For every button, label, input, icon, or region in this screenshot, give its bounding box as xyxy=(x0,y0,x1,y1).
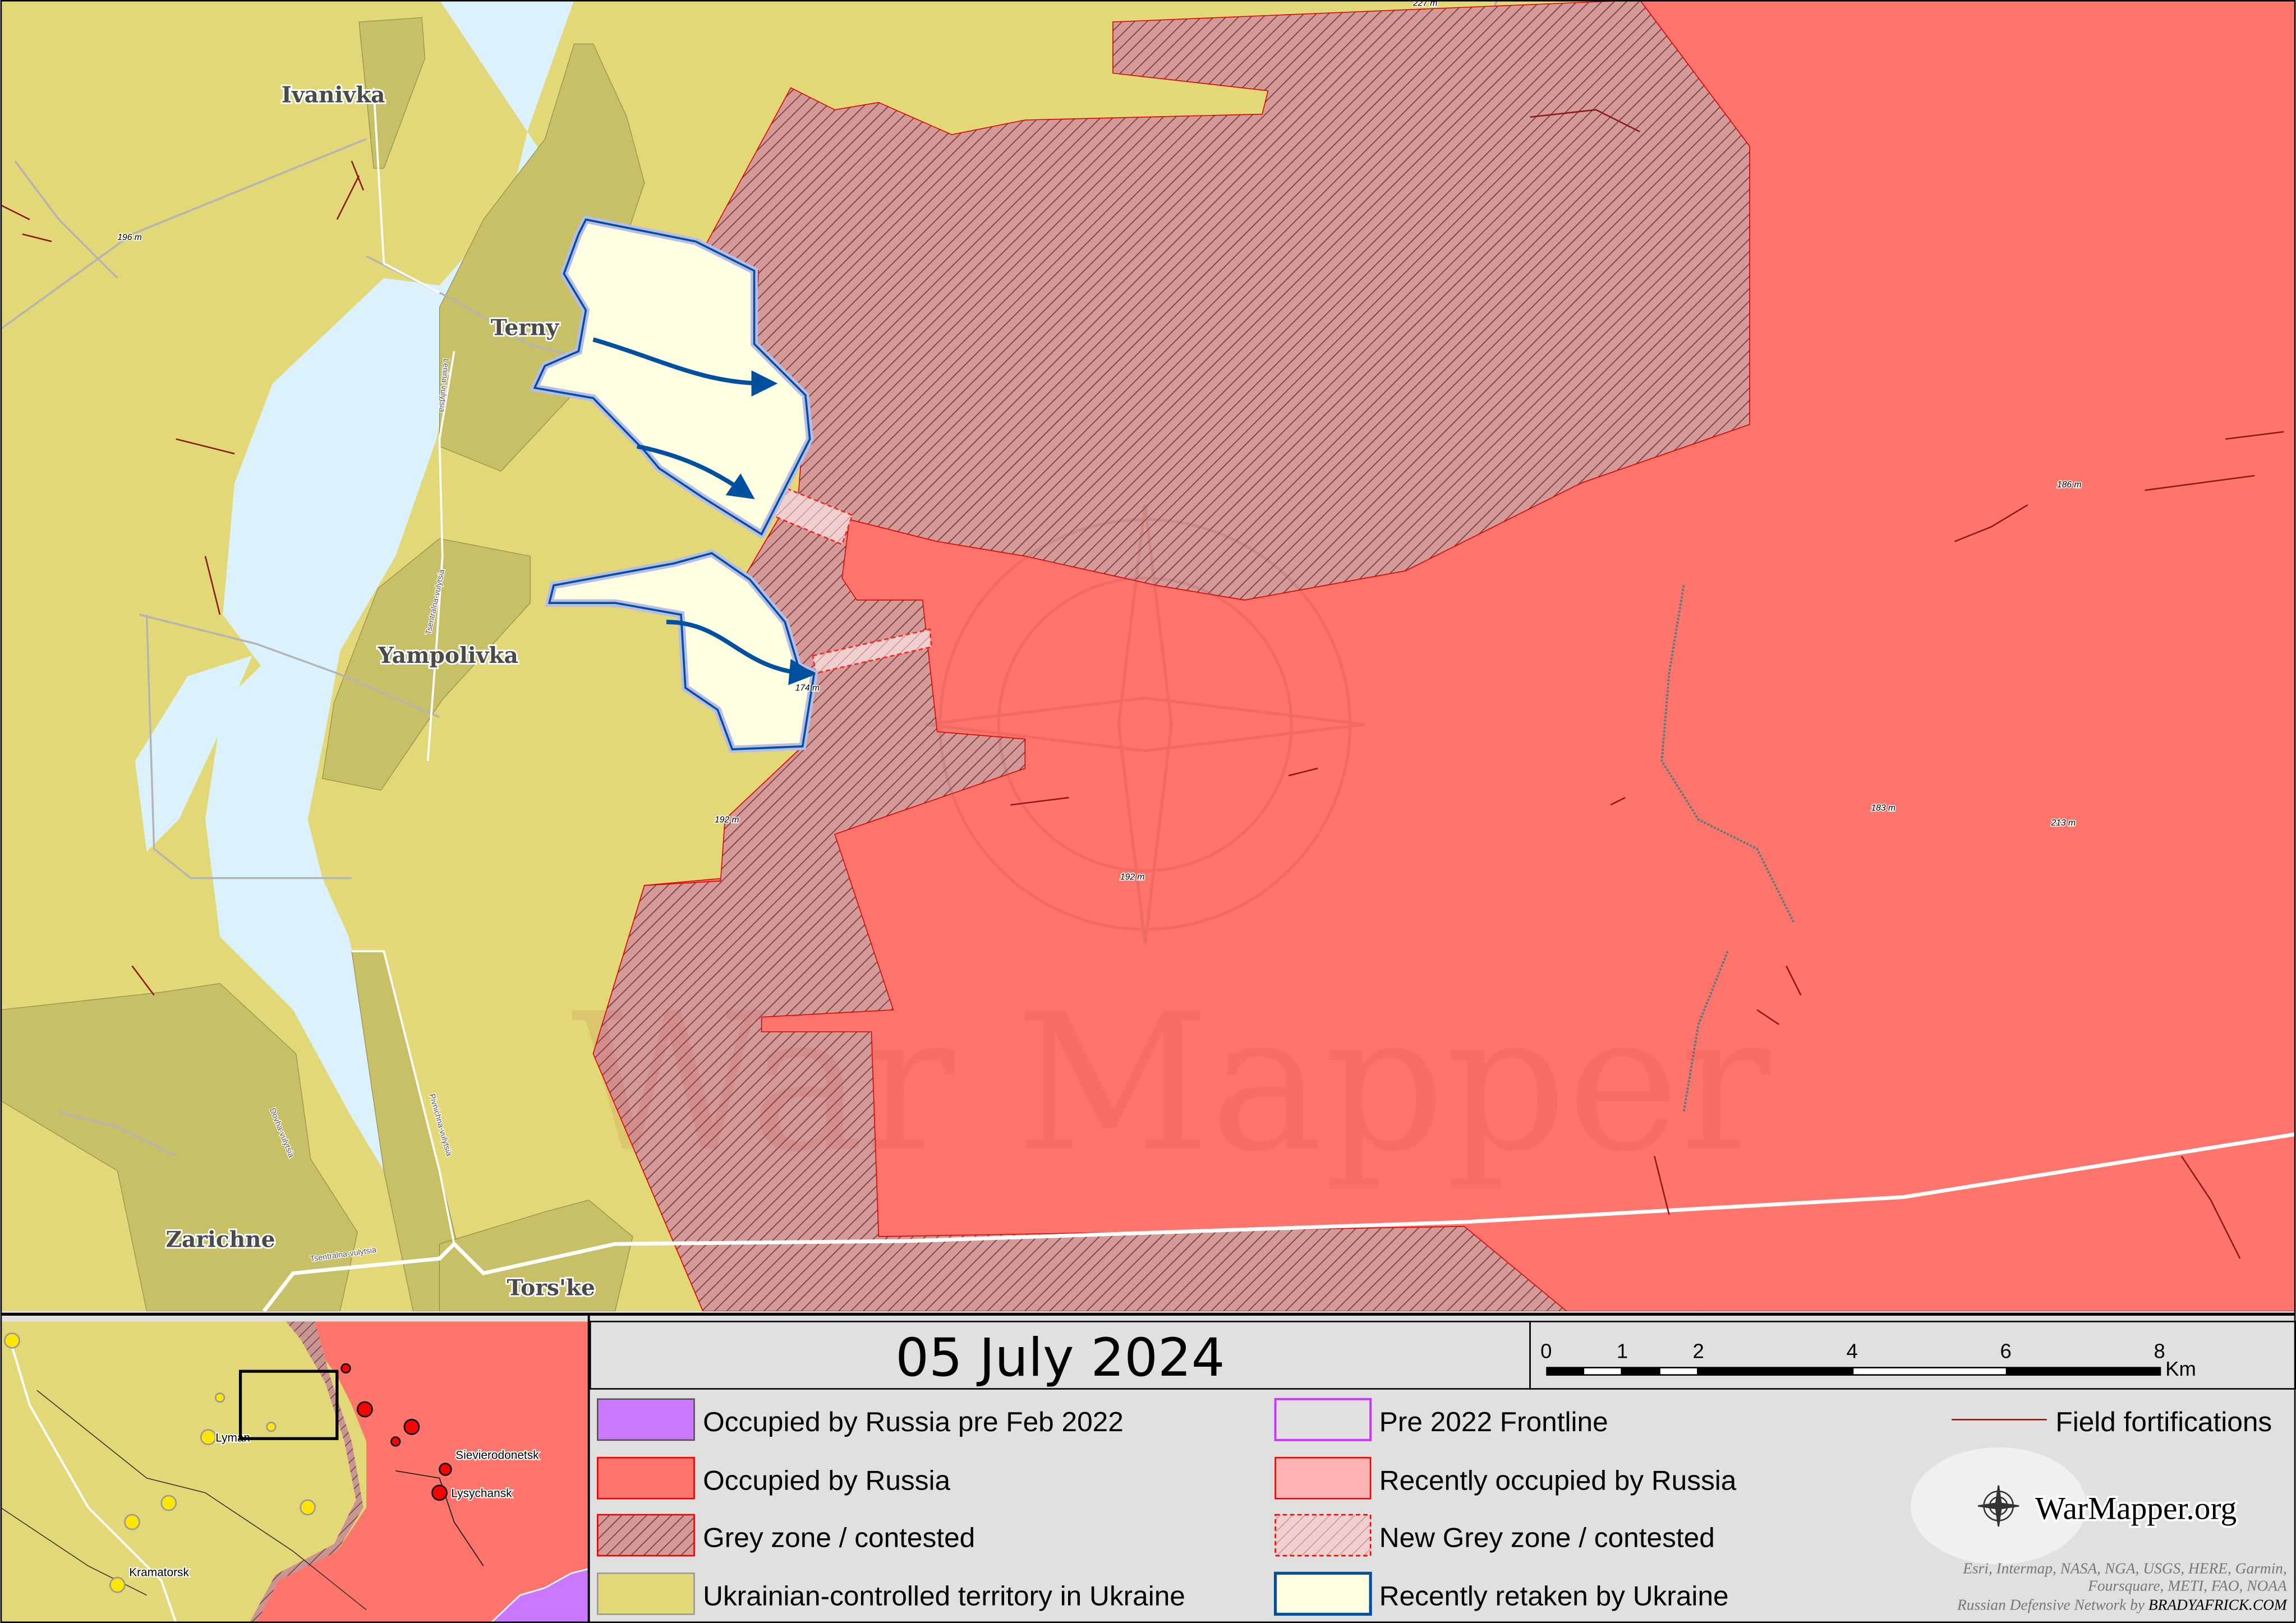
watermark-text: War Mapper xyxy=(571,973,1772,1195)
elevation-label: 196 m xyxy=(117,233,141,242)
svg-text:Recently occupied by Russia: Recently occupied by Russia xyxy=(1379,1465,1737,1496)
inset-map[interactable]: Lyman Sievierodonetsk Lysychansk Kramato… xyxy=(0,1321,589,1623)
inset-label-sievierodonetsk: Sievierodonetsk xyxy=(455,1449,539,1462)
arrow-south xyxy=(666,620,816,685)
water-reservoir xyxy=(205,0,574,1186)
scale-bar: 0 1 2 4 6 8 Km xyxy=(1529,1321,2296,1390)
elevation-label: 174 m xyxy=(795,684,820,693)
legend-item-recently-occupied: Recently occupied by Russia xyxy=(1274,1456,1737,1500)
local-road xyxy=(351,87,455,1244)
svg-text:Ukrainian-controlled territory: Ukrainian-controlled territory in Ukrain… xyxy=(703,1580,1185,1612)
place-yampolivka: Yampolivka xyxy=(378,643,518,668)
svg-text:2: 2 xyxy=(1693,1340,1704,1363)
svg-text:Esri, Intermap, NASA, NGA, USG: Esri, Intermap, NASA, NGA, USGS, HERE, G… xyxy=(1962,1560,2286,1576)
place-ivanivka: Ivanivka xyxy=(282,82,385,108)
elevation-label: 183 m xyxy=(1871,804,1895,813)
place-zarichne: Zarichne xyxy=(165,1227,275,1252)
elevation-label: 192 m xyxy=(715,815,739,825)
map-date-title: 05 July 2024 xyxy=(895,1327,1225,1389)
warmapper-logo: WarMapper.org xyxy=(1911,1447,2239,1565)
svg-text:Pre 2022 Frontline: Pre 2022 Frontline xyxy=(1379,1406,1608,1437)
inset-russian-dots xyxy=(341,1363,452,1501)
inset-label-kramatorsk: Kramatorsk xyxy=(129,1566,189,1579)
legend-item-pre2022-occupied: Occupied by Russia pre Feb 2022 xyxy=(597,1398,1124,1441)
svg-text:Russian Defensive Network by B: Russian Defensive Network by BRADYAFRICK… xyxy=(1957,1597,2288,1613)
main-map[interactable]: War Mapper Ivanivka Terny Yampolivka Zar… xyxy=(0,0,2296,1312)
arrow-middle xyxy=(636,444,755,500)
svg-text:0: 0 xyxy=(1540,1340,1552,1363)
inset-label-lysychansk: Lysychansk xyxy=(451,1487,512,1500)
legend-item-retaken: Recently retaken by Ukraine xyxy=(1273,1571,1729,1616)
svg-text:Recently retaken by Ukraine: Recently retaken by Ukraine xyxy=(1379,1580,1729,1612)
brand-name: WarMapper.org xyxy=(2035,1491,2237,1527)
advance-arrows xyxy=(592,337,816,685)
place-torske: Tors'ke xyxy=(507,1275,595,1301)
compass-watermark xyxy=(925,504,1365,944)
retaken-areas xyxy=(529,215,818,753)
legend-item-pre2022-frontline: Pre 2022 Frontline xyxy=(1274,1398,1608,1441)
legend-item-grey-zone: Grey zone / contested xyxy=(597,1514,975,1557)
water-lake xyxy=(135,656,252,852)
inset-city-dots xyxy=(4,1332,316,1593)
new-grey-zone xyxy=(763,482,932,674)
svg-text:8: 8 xyxy=(2154,1340,2165,1363)
bradyafrick-link[interactable]: BRADYAFRICK.COM xyxy=(2148,1597,2288,1613)
elevation-label: 213 m xyxy=(2051,818,2076,828)
svg-text:Occupied by Russia: Occupied by Russia xyxy=(703,1465,950,1496)
elevation-label: 186 m xyxy=(2057,480,2081,490)
legend-item-occupied: Occupied by Russia xyxy=(597,1456,951,1500)
compass-icon xyxy=(1977,1485,2019,1527)
svg-text:4: 4 xyxy=(1847,1340,1858,1363)
legend-item-ukraine-controlled: Ukrainian-controlled territory in Ukrain… xyxy=(597,1572,1185,1615)
inset-extent-box xyxy=(238,1370,339,1440)
legend-item-field-fortifications: Field fortifications xyxy=(1952,1406,2272,1437)
field-fortifications xyxy=(0,109,2284,1259)
main-road xyxy=(262,1132,2296,1312)
attribution: Esri, Intermap, NASA, NGA, USGS, HERE, G… xyxy=(1957,1560,2288,1613)
svg-text:Grey zone / contested: Grey zone / contested xyxy=(703,1521,975,1553)
arrow-north xyxy=(592,337,778,397)
svg-text:6: 6 xyxy=(2000,1340,2012,1363)
defensive-trench-line xyxy=(1660,585,1795,1113)
place-terny: Terny xyxy=(491,315,560,341)
svg-text:New Grey zone / contested: New Grey zone / contested xyxy=(1379,1521,1715,1553)
elevation-label: 192 m xyxy=(1120,872,1144,882)
title-box xyxy=(589,1321,1531,1390)
svg-text:1: 1 xyxy=(1617,1340,1628,1363)
svg-text:Km: Km xyxy=(2165,1357,2196,1380)
legend-item-new-grey-zone: New Grey zone / contested xyxy=(1274,1514,1715,1557)
elevation-label: 227 m xyxy=(1412,0,1437,8)
svg-text:Field fortifications: Field fortifications xyxy=(2055,1406,2272,1437)
built-up-areas xyxy=(0,17,645,1312)
svg-text:Occupied by Russia pre Feb 202: Occupied by Russia pre Feb 2022 xyxy=(703,1406,1124,1437)
svg-text:Foursquare, METI, FAO, NOAA: Foursquare, METI, FAO, NOAA xyxy=(2087,1578,2287,1594)
